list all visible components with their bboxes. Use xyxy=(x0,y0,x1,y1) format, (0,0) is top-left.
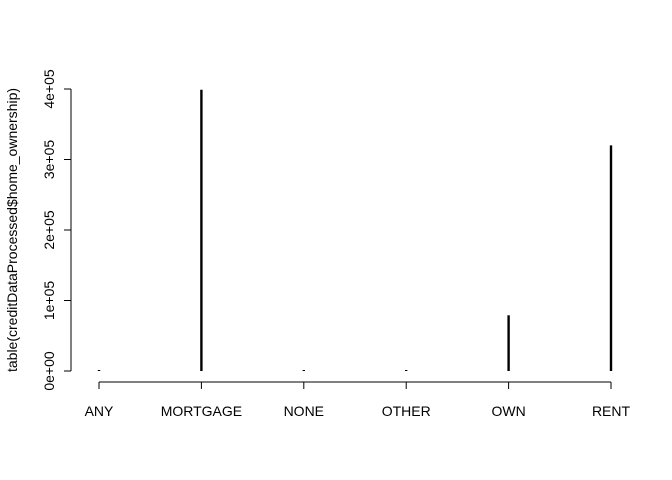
bars-group xyxy=(97,89,613,371)
y-axis-label: table(creditDataProcessed$home_ownership… xyxy=(4,88,20,372)
x-tick-label: NONE xyxy=(284,403,324,419)
x-axis-ticks: ANY MORTGAGE NONE OTHER OWN RENT xyxy=(85,382,631,419)
y-tick-label: 3e+05 xyxy=(41,140,57,180)
x-tick-label: ANY xyxy=(85,403,114,419)
y-tick-label: 0e+00 xyxy=(41,351,57,391)
y-tick-label: 1e+05 xyxy=(41,281,57,321)
x-tick-label: OWN xyxy=(491,403,525,419)
y-axis-ticks: 0e+00 1e+05 2e+05 3e+05 4e+05 xyxy=(41,69,71,391)
y-tick-label: 2e+05 xyxy=(41,210,57,250)
y-tick-label: 4e+05 xyxy=(41,69,57,109)
x-tick-label: RENT xyxy=(592,403,631,419)
x-tick-label: OTHER xyxy=(382,403,431,419)
x-tick-label: MORTGAGE xyxy=(161,403,242,419)
